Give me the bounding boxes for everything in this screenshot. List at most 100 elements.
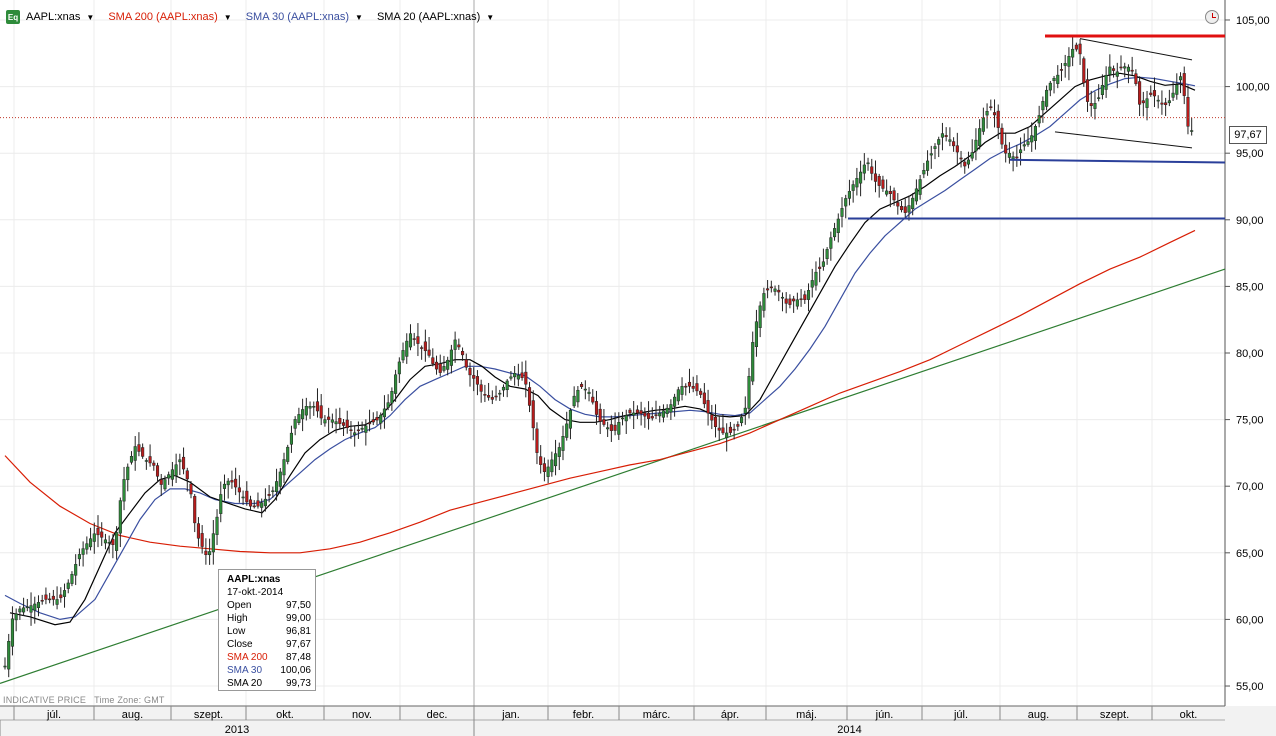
chevron-down-icon: ▼ [223,12,232,22]
candle-body [89,538,93,548]
candle-body [397,361,401,375]
candle-body [1164,102,1168,105]
candle-body [617,422,621,435]
candle-body [36,602,41,608]
candle-body [420,347,424,349]
candle-body [687,381,692,387]
candle-body [1078,43,1082,55]
candle-body [963,161,967,167]
candle-body [1134,73,1138,84]
candle-body [230,480,234,483]
legend-item-aapl[interactable]: AAPL:xnas ▼ [26,11,94,23]
candle-body [1141,100,1145,104]
candle-body [1190,130,1194,132]
candle-body [1100,85,1104,95]
candle-body [736,424,740,427]
candle-body [308,406,312,409]
candle-body [293,419,297,429]
candle-body [167,474,171,479]
candle-body [989,106,993,108]
candle-body [766,288,770,291]
candle-body [96,527,100,536]
candle-body [10,618,14,647]
candle-body [40,600,44,602]
candle-body [509,376,513,379]
candle-body [1011,156,1015,160]
candle-body [442,366,446,371]
candle-body [806,290,811,300]
candle-body [554,453,558,467]
candle-body [260,502,264,508]
candle-body [323,419,327,424]
month-label: okt. [1180,709,1198,721]
candle-body [591,396,595,403]
candle-body [606,427,610,430]
candle-body [844,198,848,207]
candle-body [182,456,186,470]
candle-body [1149,92,1153,95]
candle-body [152,462,156,466]
candle-body [189,483,193,495]
candle-body [14,613,18,621]
candle-body [200,533,204,547]
candle-body [241,496,245,499]
candle-body [62,590,67,597]
candle-body [769,286,773,289]
candle-body [650,416,654,419]
info-row-close: Close 97,67 [227,638,311,651]
candle-body [635,409,639,414]
candle-body [1089,103,1093,106]
candle-body [527,387,532,406]
legend-item-sma20[interactable]: SMA 20 (AAPL:xnas) ▼ [377,11,494,23]
candle-body [353,432,357,435]
legend-label: SMA 30 (AAPL:xnas) [245,11,350,23]
candle-body [208,551,212,556]
candle-body [896,202,900,207]
info-row-sma20: SMA 20 99,73 [227,677,311,690]
candle-body [364,425,368,433]
candle-body [7,641,11,670]
candle-body [498,392,502,395]
candle-body [1126,66,1130,72]
info-label: SMA 20 [227,678,263,689]
y-tick-label: 105,00 [1236,15,1270,27]
candle-body [810,280,814,288]
legend-item-sma30[interactable]: SMA 30 (AAPL:xnas) ▼ [246,11,363,23]
candle-body [710,414,714,421]
candle-body [647,412,651,419]
candle-body [434,361,439,370]
candle-body [330,419,334,423]
clock-icon[interactable] [1205,10,1219,24]
candle-body [561,436,565,451]
candle-body [576,389,580,403]
candle-body [174,464,178,476]
candle-body [959,157,963,160]
candle-body [379,414,383,424]
candle-body [126,466,130,481]
legend-item-sma200[interactable]: SMA 200 (AAPL:xnas) ▼ [108,11,231,23]
candle-body [1145,98,1149,108]
candle-body [427,349,431,356]
month-label: júl. [46,709,61,721]
candle-body [170,469,174,480]
info-value: 96,81 [285,626,311,637]
info-value: 97,67 [285,639,311,650]
month-label: nov. [352,709,372,721]
candle-body [226,480,230,486]
candle-body [48,598,52,601]
candle-body [490,397,494,400]
candle-body [1059,69,1064,71]
candle-body [1112,68,1116,71]
candle-body [1085,79,1090,102]
candle-body [204,550,208,556]
candle-body [85,543,89,550]
candle-body [996,110,1000,128]
candle-body [1000,127,1004,145]
candle-body [1015,156,1019,159]
candle-body [33,603,37,611]
candle-body [505,380,509,391]
month-label: aug. [1028,709,1049,721]
candle-body [669,404,673,413]
chevron-down-icon: ▼ [86,12,95,22]
